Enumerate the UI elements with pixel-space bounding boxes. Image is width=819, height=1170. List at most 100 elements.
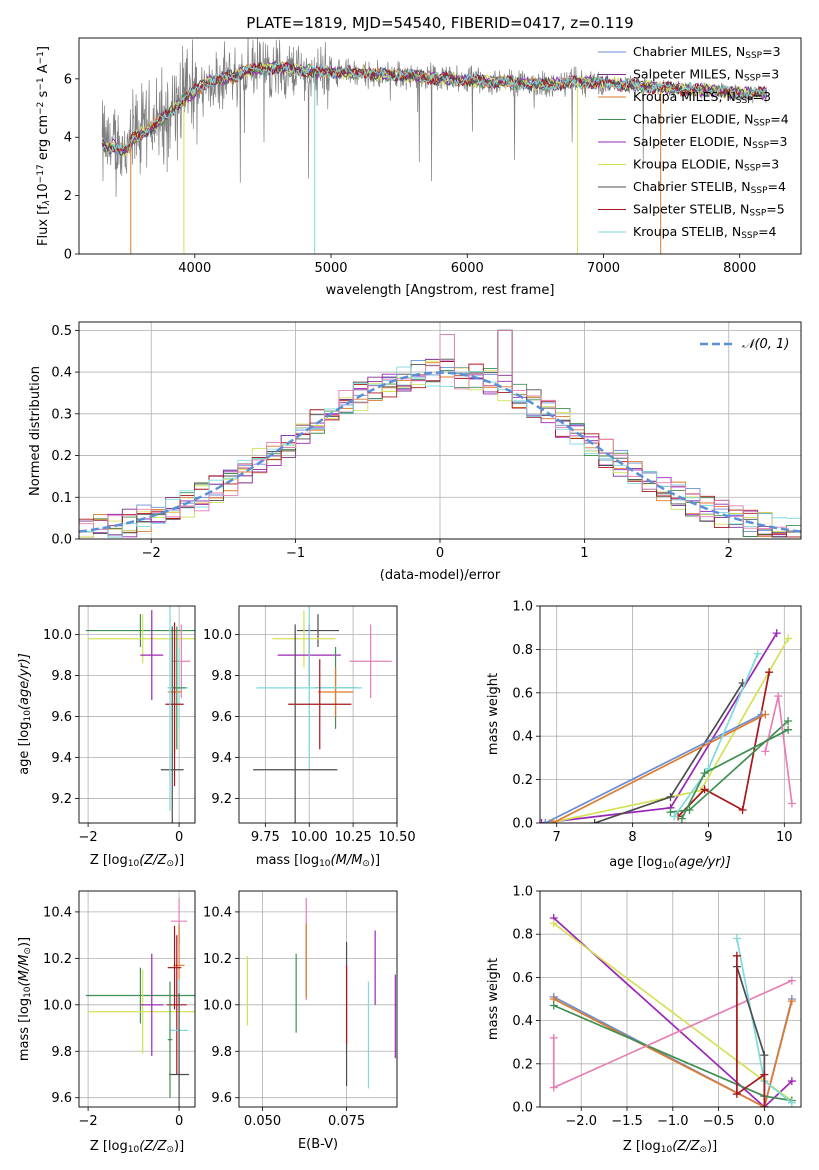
z-mass-axes: −2 0 9.6 9.8 10.0 10.2 10.4: [43, 890, 196, 1129]
weight-marker: [590, 819, 599, 823]
model-spectrum-line: [101, 61, 768, 156]
y-tick-label: 9.2: [211, 792, 232, 807]
y-tick-label: 0.4: [51, 366, 72, 381]
x-tick-label: 2: [725, 546, 733, 561]
x-axis-label: Z [log10(Z/Z⊙)]: [90, 1139, 184, 1155]
weight-marker: [700, 785, 709, 794]
x-tick-label: 1: [580, 546, 588, 561]
x-tick-label: 10.50: [378, 830, 415, 845]
weight-marker: [760, 1103, 769, 1107]
y-tick-label: 0.4: [512, 1014, 533, 1029]
x-tick-label: 0.0: [754, 1114, 775, 1129]
y-axis-label: mass weight: [486, 958, 501, 1040]
plot-content: [85, 606, 195, 823]
weight-marker: [772, 629, 781, 638]
x-tick-label: 10: [776, 830, 793, 845]
x-tick-label: −2.0: [565, 1114, 597, 1129]
x-axis-label: (data-model)/error: [380, 568, 501, 583]
x-tick-label: 8000: [723, 261, 756, 276]
legend-entry: Kroupa MILES, NSSP=3: [633, 89, 771, 106]
y-axis-label: age [log10(age/yr)]: [17, 653, 33, 775]
legend-entry: Kroupa STELIB, NSSP=4: [633, 224, 777, 241]
legend-entry: Chabrier ELODIE, NSSP=4: [633, 112, 789, 129]
x-axis-label: wavelength [Angstrom, rest frame]: [326, 283, 555, 298]
errorbar-point: [140, 953, 164, 1056]
y-tick-label: 0.5: [51, 324, 72, 339]
weight-marker: [540, 819, 546, 823]
y-tick-label: 0.6: [512, 686, 533, 701]
weight-marker: [784, 717, 793, 726]
y-tick-label: 10.0: [203, 998, 232, 1013]
plot-content: [85, 897, 195, 1107]
plot-area: [79, 606, 195, 823]
y-tick-label: 2: [64, 189, 72, 204]
weight-marker: [787, 997, 796, 1006]
x-tick-label: 9: [704, 830, 712, 845]
y-tick-label: 9.8: [51, 1045, 72, 1060]
weight-marker: [738, 805, 747, 814]
y-tick-label: 9.4: [51, 751, 72, 766]
weight-marker: [761, 747, 770, 756]
y-tick-label: 0.0: [512, 817, 533, 832]
weight-series-line: [553, 917, 793, 1107]
spectrum-axes: 4000 5000 6000 7000 8000 0 2 4 6: [64, 37, 802, 276]
y-tick-label: 0.0: [51, 533, 72, 548]
y-tick-label: 4: [64, 131, 72, 146]
weight-marker: [666, 808, 675, 817]
x-axis-label: Z [log10(Z/Z⊙)]: [623, 1139, 717, 1155]
plot-content: [79, 329, 801, 538]
normal-curve: [79, 371, 801, 533]
y-axis-label: mass weight: [486, 673, 501, 755]
errorbar-point: [167, 981, 173, 1098]
weight-marker: [732, 1090, 741, 1099]
residual-histogram-step: [79, 329, 801, 538]
errorbar-point: [288, 659, 352, 750]
weight-series-line: [677, 672, 770, 818]
weight-marker: [666, 792, 675, 801]
errorbar-point: [167, 925, 182, 1010]
y-tick-label: 0.1: [51, 491, 72, 506]
errorbar-point: [172, 624, 191, 699]
weight-marker: [760, 1051, 769, 1060]
y-tick-label: 9.6: [211, 1091, 232, 1106]
weight-series-line: [736, 955, 766, 1107]
y-tick-label: 9.6: [51, 710, 72, 725]
y-tick-label: 0.3: [51, 407, 72, 422]
y-tick-label: 0.2: [512, 773, 533, 788]
axes-frame: [78, 890, 196, 1108]
y-tick-label: 10.4: [43, 905, 72, 920]
weight-marker: [677, 814, 686, 823]
x-tick-label: 7: [553, 830, 561, 845]
y-axis-label: mass [log10(M/M⊙)]: [17, 937, 33, 1061]
plot-content: [549, 914, 796, 1107]
errorbar-point: [253, 624, 338, 823]
x-tick-label: −2: [79, 830, 98, 845]
mass-age-axes: 9.75 10.00 10.25 10.50 9.2 9.4 9.6 9.8 10.0: [203, 605, 416, 845]
x-tick-label: −1.5: [611, 1114, 643, 1129]
y-tick-label: 10.2: [203, 952, 232, 967]
plot-content: [246, 897, 396, 1089]
x-axis-label: E(B-V): [298, 1137, 338, 1152]
x-tick-label: 0: [175, 830, 183, 845]
axes-frame: [539, 890, 802, 1108]
y-tick-label: 6: [64, 72, 72, 87]
weight-marker: [548, 819, 557, 823]
x-tick-label: 9.75: [251, 830, 280, 845]
weight-marker: [549, 1001, 558, 1010]
errorbar-point: [140, 610, 164, 701]
weight-marker: [700, 769, 709, 778]
weight-marker: [541, 819, 550, 823]
weight-marker: [549, 1033, 558, 1042]
errorbar-point: [256, 606, 362, 770]
y-axis-label: Flux [fλ10−17 erg cm−2 s−1 A−1]: [36, 46, 52, 246]
y-tick-label: 10.4: [203, 905, 232, 920]
y-tick-label: 10.0: [43, 628, 72, 643]
y-tick-label: 10.0: [203, 628, 232, 643]
x-axis-label: age [log10(age/yr)]: [609, 855, 731, 871]
y-tick-label: 9.6: [51, 1091, 72, 1106]
errorbar-point: [318, 667, 354, 717]
y-tick-label: 10.0: [43, 998, 72, 1013]
legend-entry: Kroupa ELODIE, NSSP=3: [633, 157, 779, 174]
chart-title: PLATE=1819, MJD=54540, FIBERID=0417, z=0…: [246, 14, 633, 32]
